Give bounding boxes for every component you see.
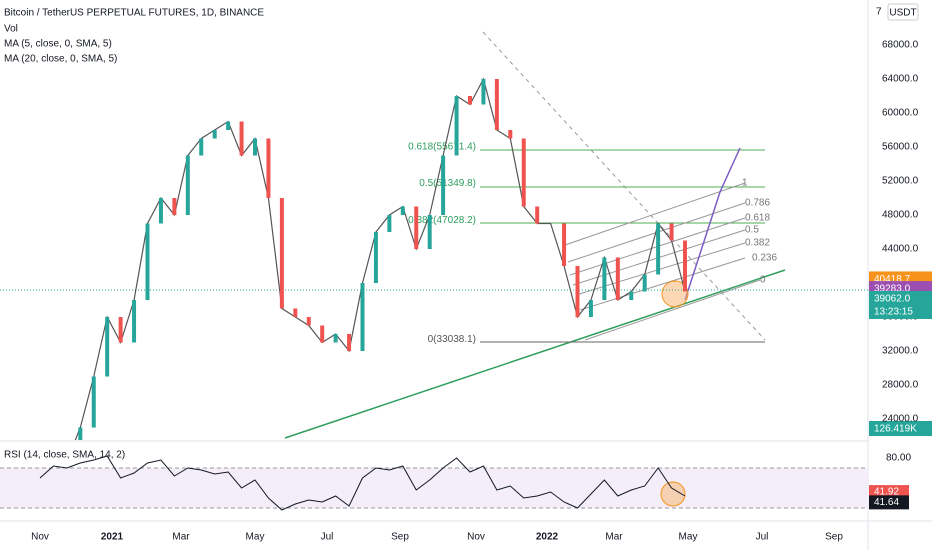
pitchfork-label: 0.382	[745, 238, 770, 249]
rsi-legend: RSI (14, close, SMA, 14, 2)	[4, 450, 125, 461]
price-tick-label: 48000.0	[882, 210, 919, 221]
rsi-tag-text: 41.64	[874, 497, 899, 508]
pitchfork	[564, 182, 761, 341]
rsi-highlight	[660, 481, 686, 507]
legend-ma5: MA (5, close, 0, SMA, 5)	[4, 39, 112, 50]
rsi-tick: 80.00	[886, 453, 911, 464]
fib-label: 0.618(55671.4)	[408, 141, 476, 152]
price-tick-label: 52000.0	[882, 176, 919, 187]
pitchfork-label: 0.786	[745, 198, 770, 209]
price-tag-text: 39283.0	[874, 284, 911, 295]
price-tick-label: 24000.0	[882, 414, 919, 425]
highlight	[661, 280, 689, 308]
price-tick-label: 28000.0	[882, 380, 919, 391]
price-group	[74, 77, 687, 440]
price-tag-text: 40418.7	[874, 274, 911, 285]
time-label: Nov	[31, 532, 49, 543]
legend-vol: Vol	[4, 24, 18, 35]
rsi-tag-text: 41.92	[874, 487, 899, 498]
time-label: Mar	[605, 532, 623, 543]
rsi-band	[0, 468, 868, 508]
price-tag-text: 39062.0	[874, 294, 911, 305]
price-tick-label: 44000.0	[882, 244, 919, 255]
rsi-line	[39, 455, 686, 511]
price-tick-label: 56000.0	[882, 142, 919, 153]
price-tag	[869, 290, 932, 319]
price-tick-label: 60000.0	[882, 108, 919, 119]
trendline	[284, 269, 786, 439]
pitchfork-label: 0.618	[745, 213, 770, 224]
time-label: Jul	[756, 532, 769, 543]
time-label: May	[679, 532, 698, 543]
pitchfork-label: 1	[742, 178, 748, 189]
trendline-down	[482, 31, 766, 341]
legend-symbol: Bitcoin / TetherUS PERPETUAL FUTURES, 1D…	[4, 8, 264, 19]
rsi-tag	[869, 495, 909, 510]
legend-ma20: MA (20, close, 0, SMA, 5)	[4, 54, 117, 65]
time-label: Nov	[467, 532, 485, 543]
time-label: Sep	[391, 532, 409, 543]
projection	[684, 147, 741, 301]
fib-label: 0.382(47028.2)	[408, 215, 476, 226]
pitchfork-label: 0	[760, 275, 766, 286]
time-label: 2021	[101, 532, 124, 543]
price-tick-label: 68000.0	[882, 40, 919, 51]
pitchfork-label: 0.236	[752, 253, 777, 264]
time-label: May	[246, 532, 265, 543]
time-label: 2022	[536, 532, 559, 543]
volume-tag	[869, 421, 932, 436]
fib-label: 0.5(51349.8)	[419, 178, 476, 189]
countdown: 13:23:15	[874, 307, 913, 318]
price-tick-label: 64000.0	[882, 74, 919, 85]
time-label: Jul	[321, 532, 334, 543]
time-label: Mar	[172, 532, 190, 543]
axis-top: 7	[876, 7, 882, 18]
volume-tag-text: 126.419K	[874, 424, 917, 435]
time-label: Sep	[825, 532, 843, 543]
pitchfork-label: 0.5	[745, 225, 759, 236]
price-tick-label: 32000.0	[882, 346, 919, 357]
drawings	[0, 31, 868, 439]
currency-text[interactable]: USDT	[889, 8, 916, 19]
fib-label: 0(33038.1)	[428, 334, 476, 345]
currency-button[interactable]	[887, 3, 919, 21]
